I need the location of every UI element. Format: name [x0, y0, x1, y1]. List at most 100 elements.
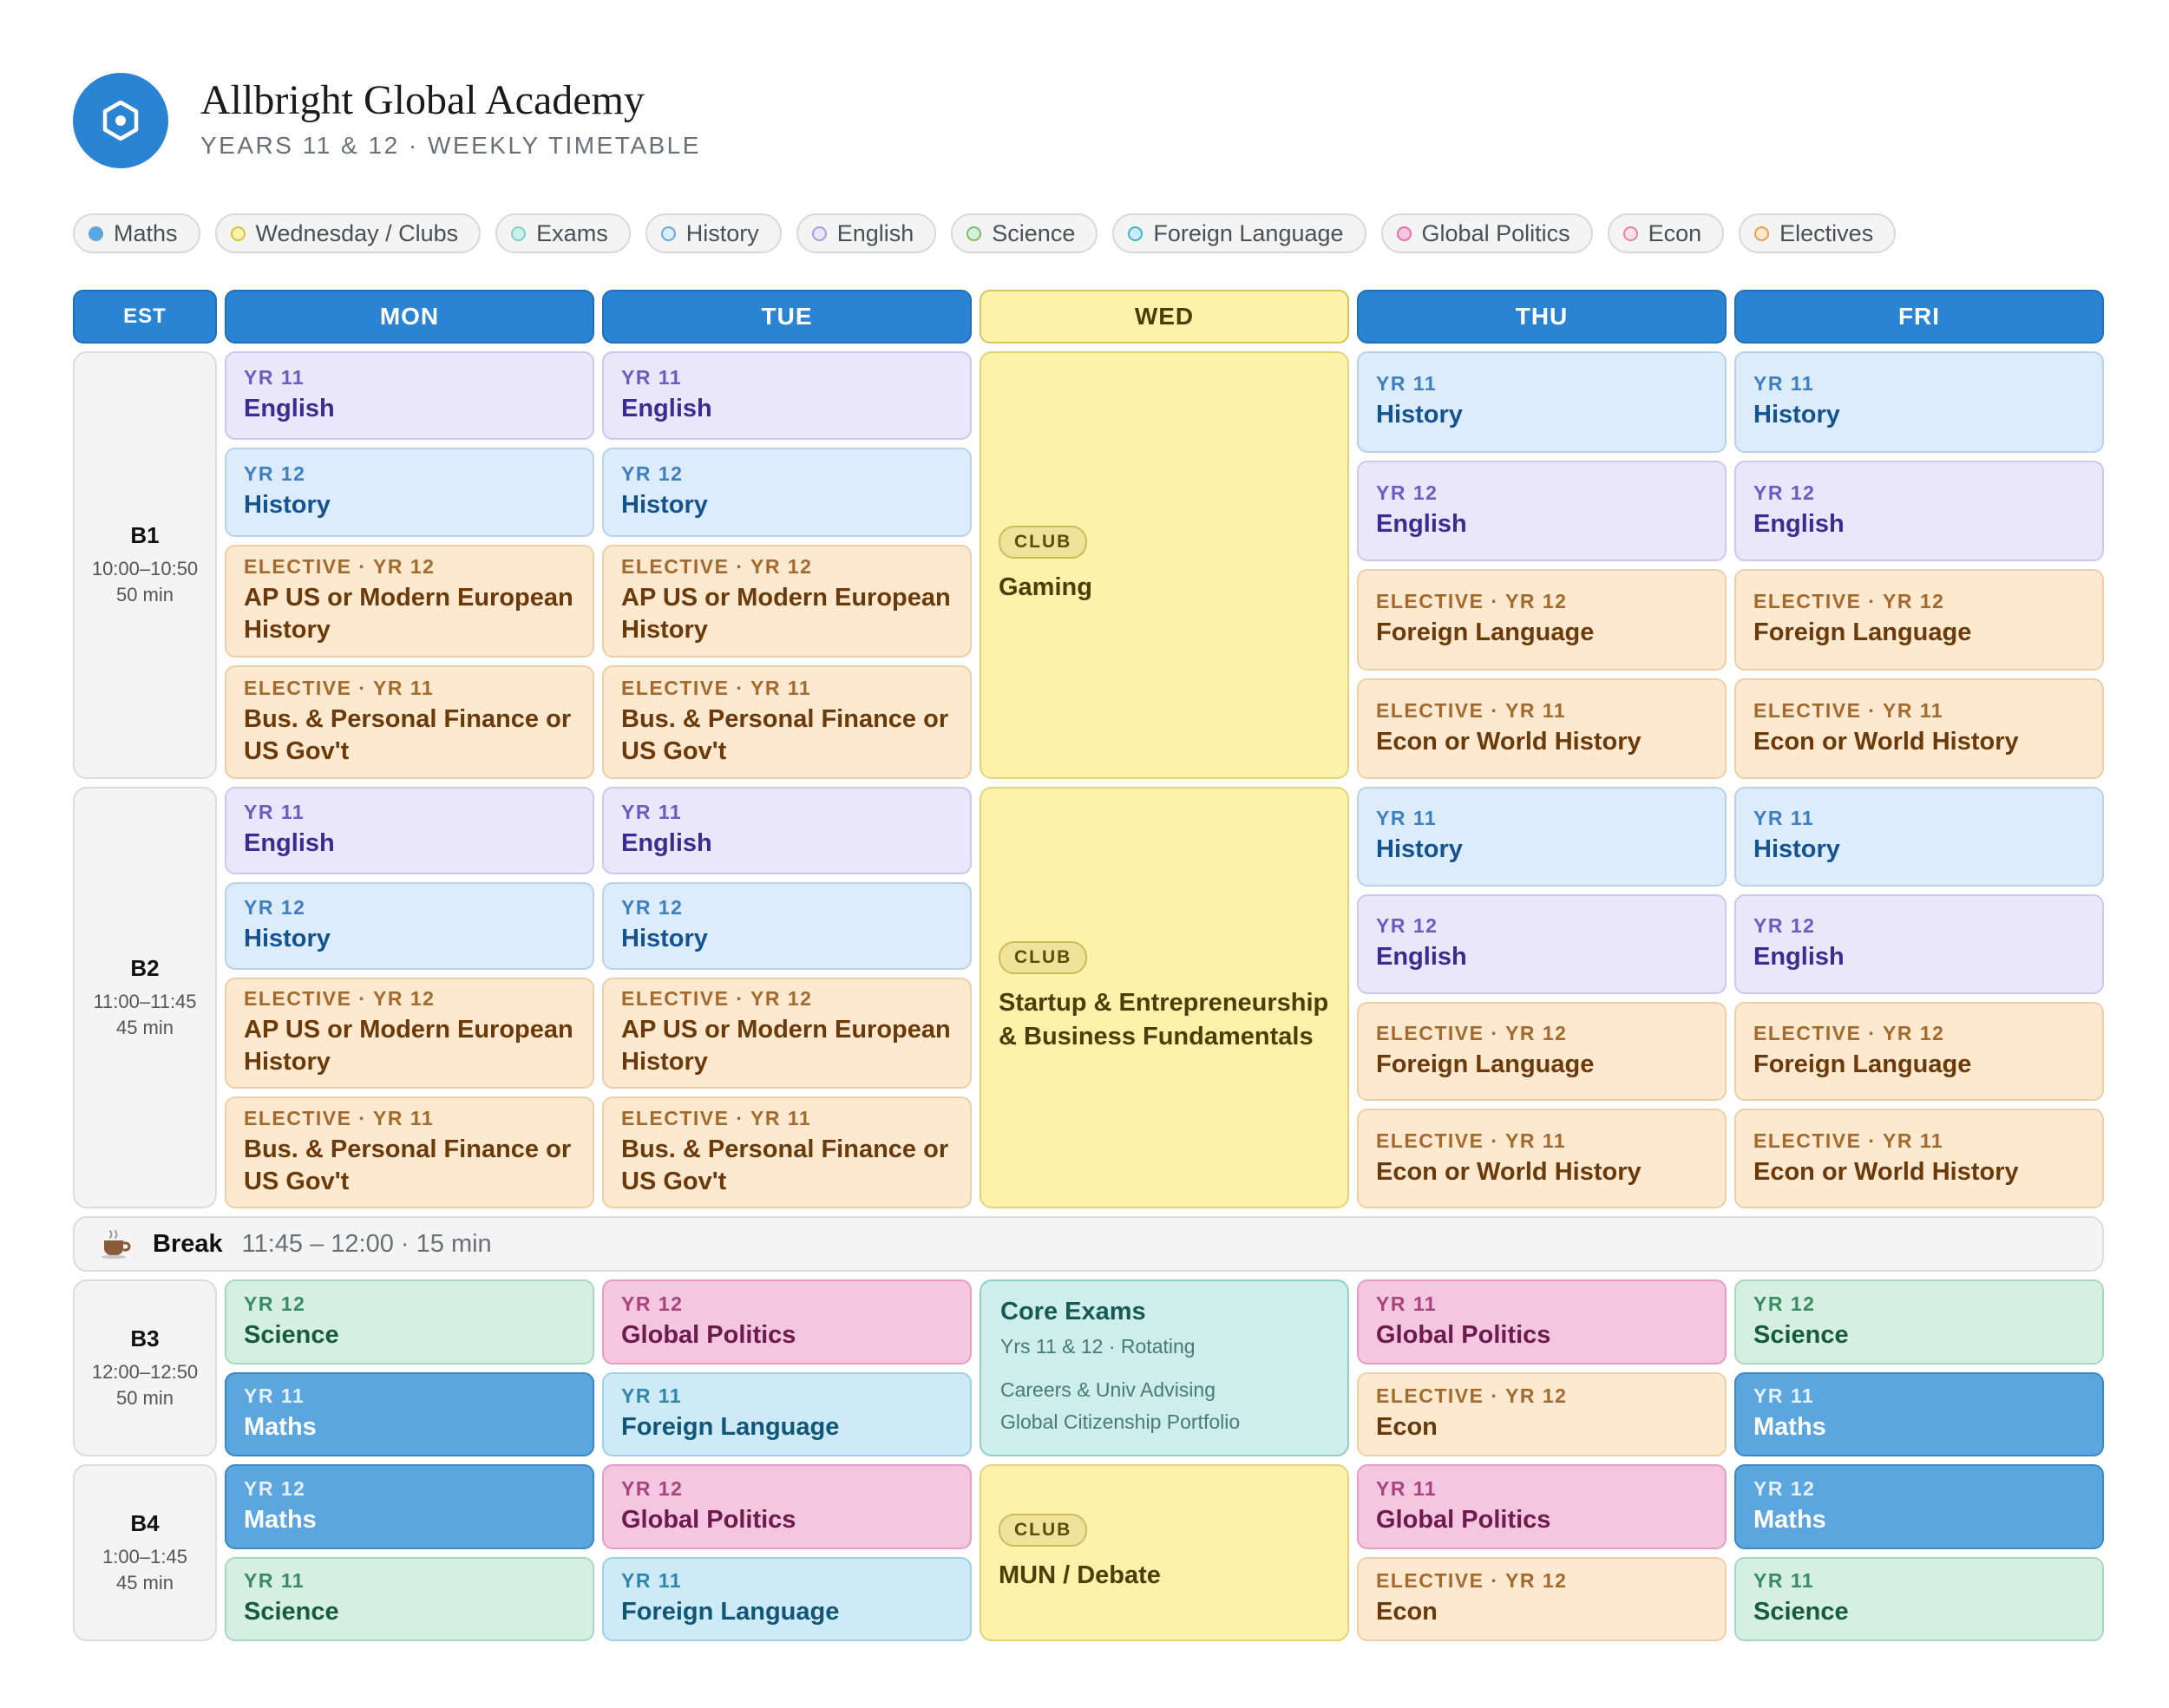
class-card-english[interactable]: YR 11 English [602, 787, 972, 874]
class-card-history[interactable]: YR 12 History [225, 881, 594, 970]
class-card-elective[interactable]: ELECTIVE · YR 11 Econ or World History [1734, 1109, 2104, 1208]
class-card-elective[interactable]: ELECTIVE · YR 12 Foreign Language [1357, 569, 1727, 671]
column-header-thu[interactable]: THU [1357, 290, 1727, 344]
class-year-label: YR 11 [1376, 1476, 1438, 1500]
class-card-elective[interactable]: ELECTIVE · YR 12 Foreign Language [1734, 1001, 2104, 1102]
class-year-label: ELECTIVE · YR 11 [621, 677, 812, 700]
class-card-elective[interactable]: ELECTIVE · YR 11 Bus. & Personal Finance … [225, 1096, 594, 1208]
class-card-english[interactable]: YR 11 English [225, 787, 594, 874]
fri-b2-column: YR 11 History YR 12 English ELECTIVE · YR … [1734, 787, 2104, 1208]
class-card-elective[interactable]: ELECTIVE · YR 12 Foreign Language [1734, 569, 2104, 671]
class-card-elective[interactable]: ELECTIVE · YR 12 AP US or Modern European… [602, 544, 972, 658]
legend-item-wednesday-clubs[interactable]: Wednesday / Clubs [214, 213, 482, 253]
tue-b4-column: YR 12 Global Politics YR 11 Foreign Langua… [602, 1464, 972, 1641]
column-header-tue[interactable]: TUE [602, 290, 972, 344]
class-year-label: YR 11 [621, 1569, 683, 1593]
column-header-wed[interactable]: WED [980, 290, 1349, 344]
club-badge: CLUB [999, 526, 1088, 559]
class-card-global-politics[interactable]: YR 11 Global Politics [1357, 1279, 1727, 1364]
class-subject: Maths [244, 1505, 317, 1534]
legend-item-maths[interactable]: Maths [73, 213, 200, 253]
class-card-english[interactable]: YR 12 English [1357, 460, 1727, 561]
legend-item-electives[interactable]: Electives [1739, 213, 1897, 253]
class-subject: Foreign Language [1376, 1050, 1595, 1078]
class-card-english[interactable]: YR 12 English [1734, 460, 2104, 561]
class-card-maths[interactable]: YR 11 Maths [1734, 1371, 2104, 1456]
column-header-mon[interactable]: MON [225, 290, 594, 344]
class-year-label: YR 11 [244, 801, 305, 824]
class-subject: Maths [244, 1413, 317, 1442]
class-card-elective[interactable]: ELECTIVE · YR 12 Foreign Language [1357, 1001, 1727, 1102]
club-card-mun-debate[interactable]: CLUB MUN / Debate [980, 1464, 1349, 1641]
class-card-elective[interactable]: ELECTIVE · YR 12 Econ [1357, 1371, 1727, 1456]
class-card-global-politics[interactable]: YR 11 Global Politics [1357, 1464, 1727, 1549]
club-card-startup[interactable]: CLUB Startup & Entrepreneurship & Busine… [980, 787, 1349, 1208]
thu-b2-column: YR 11 History YR 12 English ELECTIVE · YR … [1357, 787, 1727, 1208]
class-card-history[interactable]: YR 12 History [602, 881, 972, 970]
class-year-label: YR 11 [1376, 372, 1438, 396]
legend-item-science[interactable]: Science [951, 213, 1098, 253]
class-card-maths[interactable]: YR 11 Maths [225, 1371, 594, 1456]
class-subject: Bus. & Personal Finance or US Gov't [621, 705, 949, 766]
class-card-history[interactable]: YR 11 History [1734, 351, 2104, 453]
class-year-label: YR 12 [244, 1292, 306, 1315]
class-card-elective[interactable]: ELECTIVE · YR 11 Bus. & Personal Finance … [602, 665, 972, 779]
class-card-history[interactable]: YR 11 History [1734, 787, 2104, 887]
class-year-label: ELECTIVE · YR 12 [1376, 590, 1568, 613]
exam-detail: Careers & Univ Advising [1000, 1378, 1216, 1401]
class-card-elective[interactable]: ELECTIVE · YR 12 AP US or Modern European… [225, 977, 594, 1090]
class-card-english[interactable]: YR 12 English [1734, 893, 2104, 994]
class-subject: Bus. & Personal Finance or US Gov't [621, 1135, 949, 1196]
class-subject: AP US or Modern European History [621, 584, 951, 645]
class-card-elective[interactable]: ELECTIVE · YR 11 Bus. & Personal Finance … [602, 1096, 972, 1208]
class-subject: Science [1753, 1320, 1849, 1349]
club-card-gaming[interactable]: CLUB Gaming [980, 351, 1349, 779]
class-card-elective[interactable]: ELECTIVE · YR 12 AP US or Modern European… [602, 977, 972, 1090]
class-year-label: ELECTIVE · YR 12 [1376, 1384, 1568, 1408]
class-card-foreign-language[interactable]: YR 11 Foreign Language [602, 1371, 972, 1456]
legend-item-econ[interactable]: Econ [1607, 213, 1725, 253]
legend-item-foreign-language[interactable]: Foreign Language [1112, 213, 1366, 253]
class-card-english[interactable]: YR 12 English [1357, 893, 1727, 994]
class-card-science[interactable]: YR 12 Science [1734, 1279, 2104, 1364]
class-subject: History [1753, 835, 1840, 864]
legend-item-english[interactable]: English [796, 213, 937, 253]
class-card-elective[interactable]: ELECTIVE · YR 11 Econ or World History [1357, 677, 1727, 779]
break-label: Break [153, 1229, 223, 1258]
class-card-science[interactable]: YR 11 Science [1734, 1556, 2104, 1641]
class-card-global-politics[interactable]: YR 12 Global Politics [602, 1279, 972, 1364]
class-subject: Maths [1753, 1413, 1826, 1442]
thu-b3-column: YR 11 Global Politics ELECTIVE · YR 12 Eco… [1357, 1279, 1727, 1456]
class-card-foreign-language[interactable]: YR 11 Foreign Language [602, 1556, 972, 1641]
legend-dot-icon [1128, 226, 1143, 241]
class-year-label: ELECTIVE · YR 11 [621, 1107, 812, 1130]
class-subject: History [1376, 401, 1463, 429]
class-card-elective[interactable]: ELECTIVE · YR 11 Econ or World History [1734, 677, 2104, 779]
class-year-label: YR 12 [1753, 481, 1816, 504]
legend-item-history[interactable]: History [645, 213, 782, 253]
column-header-fri[interactable]: FRI [1734, 290, 2104, 344]
legend-item-global-politics[interactable]: Global Politics [1380, 213, 1593, 253]
exam-card[interactable]: Core Exams Yrs 11 & 12 · Rotating Career… [980, 1279, 1349, 1456]
class-card-maths[interactable]: YR 12 Maths [1734, 1464, 2104, 1549]
class-card-english[interactable]: YR 11 English [225, 351, 594, 441]
block-time-range: 10:00–10:50 [91, 558, 199, 579]
legend-item-exams[interactable]: Exams [495, 213, 631, 253]
legend-dot-icon [1622, 226, 1638, 241]
class-year-label: ELECTIVE · YR 12 [1376, 1021, 1568, 1044]
class-card-history[interactable]: YR 12 History [602, 448, 972, 537]
class-card-elective[interactable]: ELECTIVE · YR 11 Bus. & Personal Finance … [225, 665, 594, 779]
class-card-english[interactable]: YR 11 English [602, 351, 972, 441]
class-subject: Foreign Language [1753, 618, 1972, 647]
class-card-history[interactable]: YR 11 History [1357, 351, 1727, 453]
class-card-maths[interactable]: YR 12 Maths [225, 1464, 594, 1549]
class-card-global-politics[interactable]: YR 12 Global Politics [602, 1464, 972, 1549]
class-card-elective[interactable]: ELECTIVE · YR 12 Econ [1357, 1556, 1727, 1641]
class-year-label: YR 11 [244, 1569, 305, 1593]
class-card-elective[interactable]: ELECTIVE · YR 11 Econ or World History [1357, 1109, 1727, 1208]
class-card-history[interactable]: YR 11 History [1357, 787, 1727, 887]
class-card-elective[interactable]: ELECTIVE · YR 12 AP US or Modern European… [225, 544, 594, 658]
class-card-science[interactable]: YR 11 Science [225, 1556, 594, 1641]
class-card-history[interactable]: YR 12 History [225, 448, 594, 537]
class-card-science[interactable]: YR 12 Science [225, 1279, 594, 1364]
